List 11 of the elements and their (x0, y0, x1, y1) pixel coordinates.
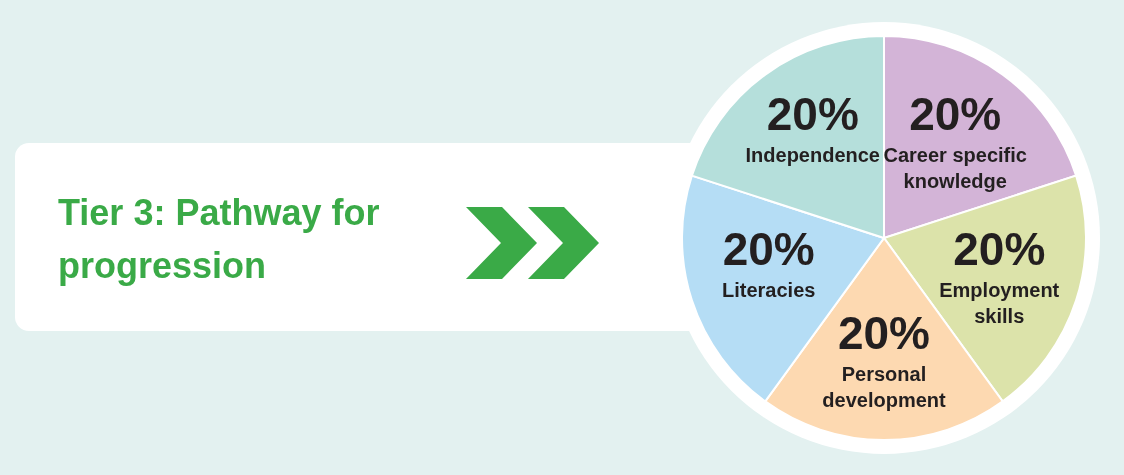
slice-label: Personal development (822, 363, 947, 412)
text: Tier 3: Pathway for progression (58, 192, 380, 286)
slice-label: Career specific knowledge (883, 143, 1027, 192)
data-label: 20% (766, 87, 859, 140)
data-label: 20% (953, 223, 1046, 276)
data-label: 20% (909, 87, 1002, 140)
slice-label: Literacies (722, 279, 816, 302)
slice-label: Employment skills (939, 279, 1060, 328)
slice-label: Independence (745, 143, 880, 166)
data-label: 20% (837, 307, 931, 360)
data-label: 20% (722, 223, 815, 276)
